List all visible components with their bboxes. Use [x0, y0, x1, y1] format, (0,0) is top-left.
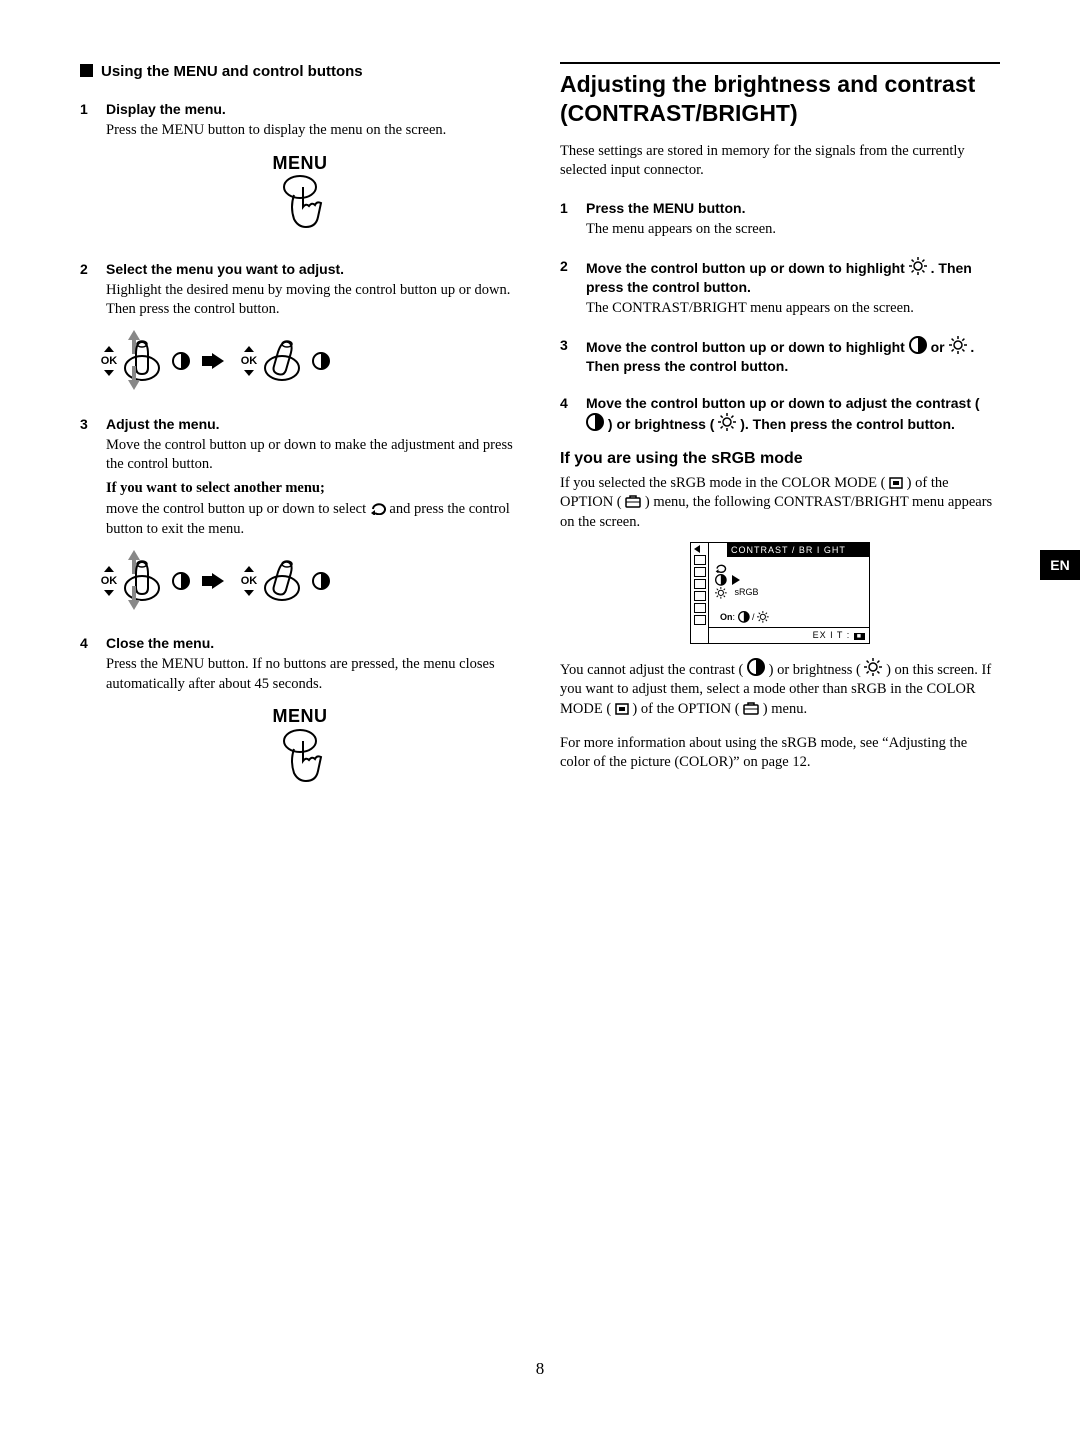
- osd-menu-icon: [694, 591, 706, 601]
- step-title: Close the menu.: [106, 634, 520, 653]
- figure-menu-press-1: MENU: [80, 151, 520, 242]
- sun-icon: [715, 587, 727, 599]
- osd-menu-icon: [694, 603, 706, 613]
- step-text: Press the MENU button to display the men…: [106, 121, 520, 141]
- section-rule: [560, 62, 1000, 64]
- step-title: Press the MENU button.: [586, 199, 1000, 218]
- osd-menu-icon: [694, 567, 706, 577]
- sun-icon: [949, 336, 967, 354]
- step-subheading: If you want to select another menu;: [106, 479, 520, 499]
- step-number: 4: [560, 394, 586, 434]
- step-number: 1: [80, 100, 106, 140]
- menu-label: MENU: [80, 151, 520, 175]
- square-bullet-icon: [80, 64, 93, 77]
- option-icon: [743, 701, 759, 715]
- return-icon: [370, 501, 386, 515]
- r-step-1: 1 Press the MENU button. The menu appear…: [560, 199, 1000, 239]
- step-text: The menu appears on the screen.: [586, 220, 1000, 240]
- hand-press-icon: [270, 175, 330, 235]
- osd-on-label: On: [720, 612, 733, 622]
- step-number: 2: [80, 260, 106, 320]
- r-step-4: 4 Move the control button up or down to …: [560, 394, 1000, 434]
- step-title: Move the control button up or down to hi…: [586, 257, 1000, 297]
- hand-press-icon: [270, 729, 330, 789]
- r-step-2: 2 Move the control button up or down to …: [560, 257, 1000, 318]
- contrast-icon: [909, 336, 927, 354]
- figure-joystick-1: [80, 330, 520, 397]
- sun-icon: [864, 658, 882, 676]
- step-text: The CONTRAST/BRIGHT menu appears on the …: [586, 299, 1000, 319]
- sun-icon: [757, 611, 769, 623]
- srgb-footer: For more information about using the sRG…: [560, 734, 1000, 773]
- option-icon: [625, 494, 641, 508]
- osd-pointer-icon: [730, 575, 740, 585]
- section-title: Adjusting the brightness and contrast (C…: [560, 70, 1000, 128]
- step-number: 4: [80, 634, 106, 694]
- contrast-icon: [715, 574, 727, 586]
- osd-sidebar: [691, 543, 709, 643]
- step-2: 2 Select the menu you want to adjust. Hi…: [80, 260, 520, 320]
- step-1: 1 Display the menu. Press the MENU butto…: [80, 100, 520, 140]
- section-intro: These settings are stored in memory for …: [560, 142, 1000, 181]
- step-title: Select the menu you want to adjust.: [106, 260, 520, 279]
- srgb-intro: If you selected the sRGB mode in the COL…: [560, 474, 1000, 533]
- step-3: 3 Adjust the menu. Move the control butt…: [80, 415, 520, 540]
- contrast-icon: [738, 611, 750, 623]
- osd-menu-icon: [694, 555, 706, 565]
- language-tab: EN: [1040, 550, 1080, 580]
- step-number: 1: [560, 199, 586, 239]
- osd-menu-icon: [694, 615, 706, 625]
- osd-mode: sRGB: [735, 587, 759, 597]
- step-number: 2: [560, 257, 586, 318]
- right-column: Adjusting the brightness and contrast (C…: [560, 62, 1000, 802]
- color-mode-icon: [615, 703, 629, 715]
- contrast-icon: [747, 658, 765, 676]
- return-icon: [715, 563, 727, 573]
- r-step-3: 3 Move the control button up or down to …: [560, 336, 1000, 376]
- menu-label: MENU: [80, 704, 520, 728]
- step-text: Move the control button up or down to ma…: [106, 436, 520, 475]
- step-title: Move the control button up or down to ad…: [586, 394, 1000, 434]
- srgb-note: You cannot adjust the contrast ( ) or br…: [560, 658, 1000, 720]
- page-number: 8: [0, 1358, 1080, 1381]
- left-column: Using the MENU and control buttons 1 Dis…: [80, 62, 520, 802]
- color-mode-icon: [889, 477, 903, 489]
- step-text: Press the MENU button. If no buttons are…: [106, 655, 520, 694]
- osd-title: CONTRAST / BR I GHT: [727, 543, 869, 557]
- step-4: 4 Close the menu. Press the MENU button.…: [80, 634, 520, 694]
- step-number: 3: [80, 415, 106, 540]
- figure-menu-press-2: MENU: [80, 704, 520, 795]
- sun-icon: [718, 413, 736, 431]
- step-text: Highlight the desired menu by moving the…: [106, 281, 520, 320]
- step-title: Display the menu.: [106, 100, 520, 119]
- osd-cursor-icon: [694, 545, 706, 553]
- osd-screenshot: CONTRAST / BR I GHT sRGB On: / EX I T : …: [690, 542, 870, 644]
- step-subtext: move the control button up or down to se…: [106, 500, 520, 539]
- figure-joystick-2: [80, 550, 520, 617]
- srgb-heading: If you are using the sRGB mode: [560, 448, 1000, 470]
- step-title: Adjust the menu.: [106, 415, 520, 434]
- sun-icon: [909, 257, 927, 275]
- osd-menu-icon: [694, 579, 706, 589]
- step-title: Move the control button up or down to hi…: [586, 336, 1000, 376]
- osd-exit: EX I T : ■: [709, 627, 869, 642]
- left-heading: Using the MENU and control buttons: [80, 62, 520, 82]
- step-number: 3: [560, 336, 586, 376]
- joystick-diagram-icon: [100, 330, 420, 390]
- joystick-diagram-icon: [100, 550, 420, 610]
- contrast-icon: [586, 413, 604, 431]
- osd-main: sRGB On: /: [709, 557, 869, 627]
